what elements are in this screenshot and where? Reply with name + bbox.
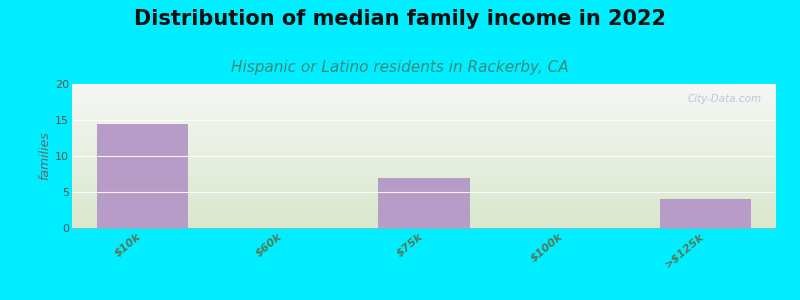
Bar bbox=[660, 199, 751, 228]
Text: City-Data.com: City-Data.com bbox=[688, 94, 762, 104]
Text: Distribution of median family income in 2022: Distribution of median family income in … bbox=[134, 9, 666, 29]
Bar bbox=[378, 178, 470, 228]
Text: Hispanic or Latino residents in Rackerby, CA: Hispanic or Latino residents in Rackerby… bbox=[231, 60, 569, 75]
Y-axis label: families: families bbox=[38, 132, 51, 180]
Bar bbox=[97, 124, 188, 228]
